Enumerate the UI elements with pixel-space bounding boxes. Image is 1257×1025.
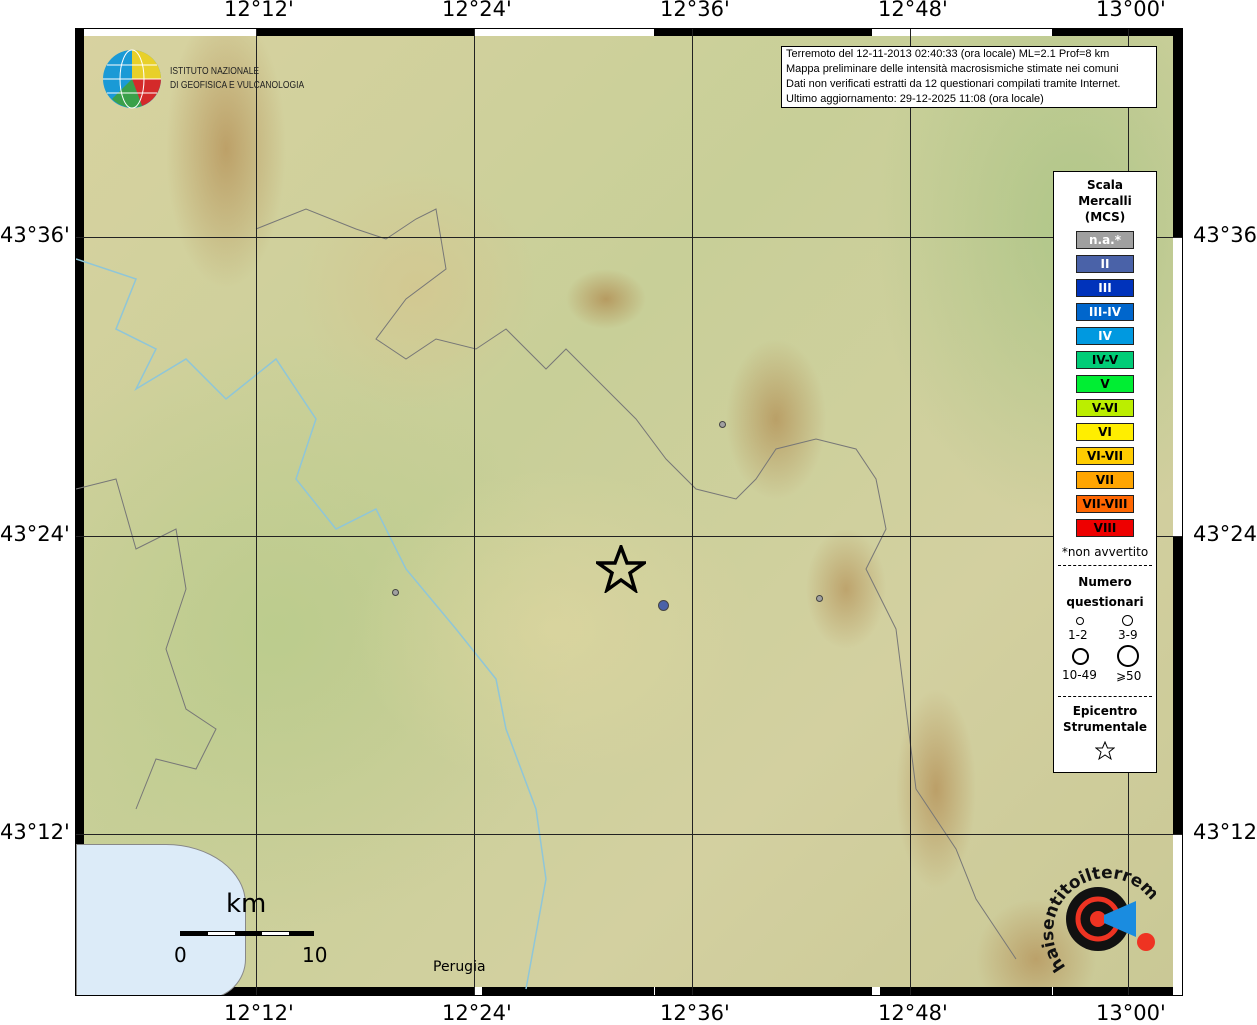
lon-label: 12°24' [442, 0, 512, 21]
count-title: questionari [1066, 595, 1144, 609]
intensity-point-na[interactable] [816, 595, 823, 602]
lat-label: 43°12' [0, 820, 70, 844]
count-title: Numero [1078, 575, 1132, 589]
lat-label: 43°24' [1193, 522, 1257, 546]
mcs-swatch: V-VI [1076, 399, 1134, 417]
intensity-point-ii[interactable] [658, 600, 669, 611]
legend: Scala Mercalli (MCS) n.a.* II III III-IV IV I… [1053, 171, 1157, 773]
mcs-swatch: VI-VII [1076, 447, 1134, 465]
mcs-swatch: III [1076, 279, 1134, 297]
mcs-swatch: VII [1076, 471, 1134, 489]
mcs-swatch: VI [1076, 423, 1134, 441]
map-canvas[interactable]: Perugia km 0 10 ISTITUTO NAZIONALE DI GE… [75, 28, 1183, 996]
lon-label: 13°00' [1096, 0, 1166, 21]
lon-label: 12°12' [224, 1001, 294, 1025]
epicenter-star-icon [1094, 740, 1116, 761]
ingv-logo: ISTITUTO NAZIONALE DI GEOFISICA E VULCAN… [102, 49, 304, 113]
lat-label: 43°12' [1193, 820, 1257, 844]
lat-label: 43°36' [0, 223, 70, 247]
lon-label: 12°48' [878, 1001, 948, 1025]
legend-title: Scala [1086, 178, 1124, 192]
mcs-swatch: V [1076, 375, 1134, 393]
legend-note: *non avvertito [1061, 545, 1149, 559]
lat-label: 43°36' [1193, 223, 1257, 247]
count-sizes: 1-2 3-9 10-49 ⩾50 [1054, 612, 1156, 692]
epi-title: Epicentro [1072, 704, 1138, 718]
logo-line1: ISTITUTO NAZIONALE [170, 66, 260, 77]
info-line: Ultimo aggiornamento: 29-12-2025 11:08 (… [786, 93, 1044, 105]
lake-trasimeno [76, 844, 246, 995]
boundaries [76, 208, 1017, 990]
haisentito-badge[interactable]: haisentitoilterremoto.it [1030, 842, 1162, 981]
scale-bar: km 0 10 [174, 889, 328, 967]
mcs-swatch: n.a.* [1076, 231, 1134, 249]
mcs-swatch: III-IV [1076, 303, 1134, 321]
mcs-swatch: II [1076, 255, 1134, 273]
lon-label: 13°00' [1096, 1001, 1166, 1025]
globe-icon [103, 49, 161, 109]
lon-label: 12°48' [878, 0, 948, 21]
intensity-point-na[interactable] [392, 589, 399, 596]
lon-label: 12°24' [442, 1001, 512, 1025]
lon-label: 12°36' [660, 1001, 730, 1025]
legend-title: (MCS) [1084, 210, 1126, 224]
lon-label: 12°12' [224, 0, 294, 21]
lon-label: 12°36' [660, 0, 730, 21]
legend-title: Mercalli [1078, 194, 1132, 208]
epi-title: Strumentale [1062, 720, 1148, 734]
epicenter-star-icon[interactable] [596, 545, 646, 593]
event-info-box: Terremoto del 12-11-2013 02:40:33 (ora l… [781, 46, 1157, 108]
info-line: Terremoto del 12-11-2013 02:40:33 (ora l… [786, 48, 1110, 60]
info-line: Mappa preliminare delle intensità macros… [786, 63, 1119, 75]
logo-line2: DI GEOFISICA E VULCANOLOGIA [170, 80, 305, 91]
info-line: Dati non verificati estratti da 12 quest… [786, 78, 1121, 90]
place-perugia: Perugia [433, 959, 486, 975]
mcs-swatch: IV-V [1076, 351, 1134, 369]
mcs-swatch: VIII [1076, 519, 1134, 537]
lat-label: 43°24' [0, 522, 70, 546]
intensity-point-na[interactable] [719, 421, 726, 428]
mcs-swatch: IV [1076, 327, 1134, 345]
mcs-scale: n.a.* II III III-IV IV IV-V V V-VI VI VI-VII VII VI… [1054, 231, 1156, 537]
mcs-swatch: VII-VIII [1076, 495, 1134, 513]
